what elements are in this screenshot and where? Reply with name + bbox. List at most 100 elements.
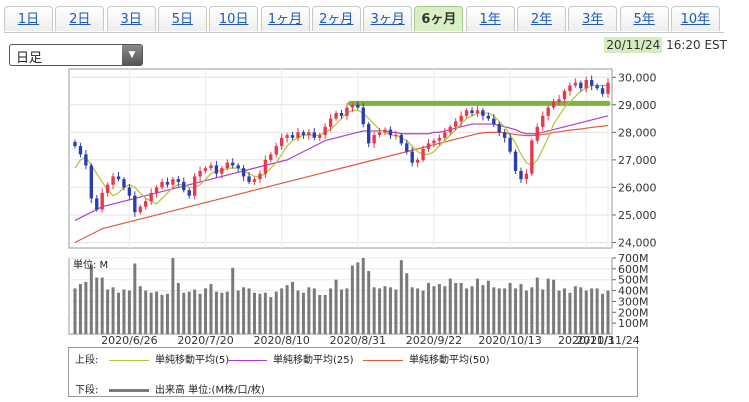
volume-bar [595, 288, 599, 334]
legend-lower-label: 下段: [75, 385, 99, 396]
candle-body [557, 99, 561, 103]
volume-bar [340, 289, 343, 334]
volume-tick-label: 300M [618, 295, 649, 308]
candle-body [388, 129, 393, 136]
volume-bar [356, 262, 360, 334]
volume-bar [84, 281, 88, 334]
candle-body [459, 115, 463, 122]
candle-body [367, 124, 371, 144]
candle-body [470, 110, 474, 114]
candle-body [252, 179, 257, 182]
tab-period-6[interactable]: 2ヶ月 [311, 6, 361, 31]
tab-label: 5年 [633, 12, 655, 27]
volume-bar [372, 287, 376, 334]
tab-period-5[interactable]: 1ヶ月 [260, 6, 310, 31]
candle-body [437, 137, 442, 141]
timestamp-date: 20/11/24 [604, 37, 663, 53]
candle-body [481, 110, 485, 116]
volume-tick-label: 100M [618, 317, 649, 330]
candle-body [535, 126, 539, 141]
volume-bar [367, 271, 371, 334]
x-tick-label: 2020/9/22 [406, 334, 462, 345]
volume-bar [155, 291, 159, 334]
candle-body [258, 173, 262, 180]
tab-label: 3日 [120, 12, 142, 27]
tab-period-12[interactable]: 5年 [619, 6, 669, 31]
candle-body [225, 162, 229, 169]
tab-period-9[interactable]: 1年 [465, 6, 515, 31]
candle-body [296, 132, 300, 138]
tab-label: 3年 [582, 12, 604, 27]
legend-ma25: 単純移動平均(25) [227, 351, 354, 366]
volume-bar [579, 287, 583, 334]
candle-body [144, 201, 148, 207]
tab-period-4[interactable]: 10日 [209, 6, 259, 31]
legend-upper-label: 上段: [75, 355, 99, 366]
candle-body [508, 137, 512, 152]
price-tick-label: 29,000 [618, 99, 657, 112]
volume-bar [144, 290, 148, 334]
tab-period-7[interactable]: 3ヶ月 [363, 6, 413, 31]
candle-interval-value: 日足 [16, 51, 43, 66]
candle-body [334, 113, 338, 119]
volume-bar [470, 286, 474, 334]
dropdown-arrow-icon[interactable]: ▼ [122, 45, 142, 65]
volume-bar [122, 289, 126, 334]
price-tick-label: 26,000 [618, 181, 657, 194]
volume-bar [182, 292, 186, 334]
volume-bar [209, 284, 213, 334]
volume-bar [296, 290, 300, 334]
price-tick-label: 28,000 [618, 126, 657, 139]
volume-bar [562, 288, 566, 334]
volume-bar [573, 286, 577, 334]
volume-bar [280, 288, 284, 334]
tab-period-10[interactable]: 2年 [517, 6, 566, 31]
tab-period-11[interactable]: 3年 [568, 6, 618, 31]
volume-bar [557, 290, 561, 334]
candle-body [89, 165, 94, 199]
tab-label: 1年 [479, 12, 501, 27]
volume-swatch [109, 388, 149, 392]
legend-ma5-label: 単純移動平均(5) [155, 355, 230, 366]
volume-bar [258, 293, 262, 334]
volume-tick-label: 200M [618, 306, 649, 319]
tab-period-13[interactable]: 10年 [670, 6, 720, 31]
x-tick-label: 2020/8/31 [330, 334, 386, 345]
volume-bar [503, 288, 507, 334]
tab-period-3[interactable]: 5日 [157, 6, 207, 31]
legend-ma50: 単純移動平均(50) [363, 351, 490, 366]
candle-body [95, 198, 99, 210]
candle-body [448, 126, 452, 133]
candle-body [606, 82, 610, 94]
legend-ma5: 単純移動平均(5) [109, 351, 229, 366]
candle-body [263, 159, 268, 174]
tab-period-1[interactable]: 2日 [55, 6, 105, 31]
ma25-swatch [227, 359, 267, 361]
volume-bar [524, 290, 528, 334]
tab-period-8[interactable]: 6ヶ月 [414, 6, 464, 31]
volume-bar [100, 277, 104, 334]
candle-body [269, 154, 273, 160]
volume-bar [448, 278, 452, 334]
volume-bar [378, 288, 382, 334]
candle-body [241, 168, 246, 177]
volume-bar [606, 290, 610, 334]
volume-bar [307, 287, 311, 334]
volume-bar [432, 286, 436, 334]
tab-label: 2年 [530, 12, 553, 27]
candle-body [372, 135, 376, 144]
candle-body [187, 190, 191, 196]
candle-interval-select[interactable]: 日足 ▼ [9, 44, 143, 66]
candle-body [236, 165, 240, 169]
volume-bar [399, 260, 403, 334]
tab-period-2[interactable]: 3日 [106, 6, 156, 31]
candle-body [405, 143, 409, 152]
period-tabs: 1日 2日 3日 5日 10日 1ヶ月 2ヶ月 3ヶ月 6ヶ月 1年 2年 3年 5年 10年 [4, 6, 724, 33]
candle-body [198, 170, 202, 177]
tab-period-0[interactable]: 1日 [4, 6, 53, 31]
candle-body [182, 181, 186, 191]
volume-bar [410, 287, 414, 334]
candle-body [421, 148, 425, 160]
volume-bar [492, 287, 496, 334]
candle-body [443, 132, 447, 138]
